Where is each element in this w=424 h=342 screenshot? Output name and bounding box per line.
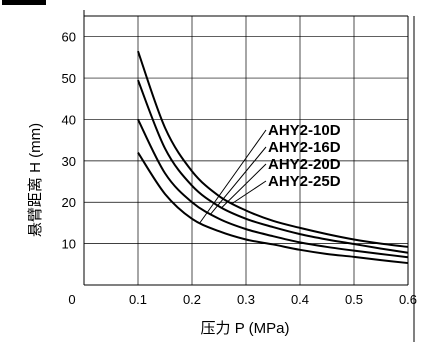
x-tick-label: 0: [68, 292, 75, 307]
x-tick-label: 0.3: [237, 292, 255, 307]
leader-line: [210, 146, 267, 215]
series-line-ahy2-16d: [137, 119, 409, 259]
leader-lines: [199, 129, 267, 223]
series-line-ahy2-10d: [137, 152, 409, 265]
leader-line: [232, 180, 267, 204]
grid: [83, 10, 415, 342]
leader-line: [221, 163, 267, 208]
x-tick-label: 0.1: [129, 292, 147, 307]
header-fragment: [2, 0, 46, 5]
y-tick-label: 50: [62, 71, 76, 86]
leader-line: [199, 129, 267, 223]
tick-labels: 0 0.1 0.2 0.3 0.4 0.5 0.6 10 20 30 40 50 60: [62, 30, 418, 307]
x-tick-label: 0.2: [183, 292, 201, 307]
y-tick-label: 30: [62, 154, 76, 169]
series-line-ahy2-20d: [137, 79, 409, 254]
y-tick-label: 60: [62, 30, 76, 45]
y-tick-label: 40: [62, 112, 76, 127]
header-fragment-bar: [2, 0, 46, 5]
x-tick-label: 0.5: [345, 292, 363, 307]
y-axis-label: 悬臂距离 H (mm): [27, 123, 44, 237]
y-tick-label: 20: [62, 195, 76, 210]
x-tick-label: 0.4: [291, 292, 309, 307]
x-axis-label: 压力 P (MPa): [201, 320, 290, 337]
series-label-ahy2-20d: AHY2-20D: [268, 156, 341, 173]
x-tick-label: 0.6: [399, 292, 417, 307]
series-line-ahy2-25d: [137, 50, 409, 248]
y-tick-label: 10: [62, 237, 76, 252]
series-label-ahy2-10d: AHY2-10D: [268, 122, 341, 139]
series-label-ahy2-25d: AHY2-25D: [268, 173, 341, 190]
series-curves: [137, 50, 409, 265]
series-label-ahy2-16d: AHY2-16D: [268, 139, 341, 156]
